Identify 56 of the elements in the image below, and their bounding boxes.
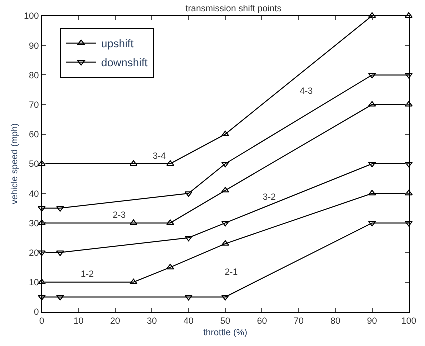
point — [56, 206, 64, 212]
point — [130, 220, 138, 226]
y-tick-label: 80 — [29, 70, 40, 80]
y-tick-label: 20 — [29, 248, 40, 258]
point — [38, 295, 46, 301]
point — [184, 295, 193, 301]
point — [130, 278, 138, 284]
y-tick-label: 70 — [29, 100, 40, 110]
annotation: 2-3 — [113, 210, 126, 220]
y-tick-label: 60 — [29, 130, 40, 140]
y-tick-label: 40 — [29, 188, 40, 199]
x-tick-label: 20 — [110, 316, 120, 326]
x-tick-label: 100 — [401, 316, 417, 326]
point — [184, 192, 193, 198]
annotation: 4-3 — [300, 86, 314, 96]
x-tick-label: 10 — [74, 316, 84, 326]
annotation: 3-4 — [153, 151, 166, 161]
point — [56, 250, 64, 256]
x-tick-label: 50 — [220, 316, 231, 326]
point — [222, 130, 230, 136]
annotation: 3-2 — [263, 192, 276, 202]
point — [166, 220, 174, 226]
legend-label: upshift — [101, 38, 134, 51]
point — [222, 240, 230, 246]
legend-label: downshift — [101, 58, 148, 70]
point — [56, 295, 64, 301]
point — [368, 101, 376, 107]
annotation: 2-1 — [225, 267, 238, 277]
y-axis-title: vehicle speed (mph) — [10, 123, 20, 205]
x-tick-label: 60 — [257, 316, 268, 326]
point — [405, 73, 413, 79]
point — [38, 206, 46, 212]
x-tick-label: 90 — [367, 316, 378, 326]
point — [166, 264, 174, 270]
point — [405, 190, 413, 196]
y-tick-label: 50 — [29, 159, 40, 170]
point — [368, 73, 376, 79]
point — [368, 221, 376, 227]
x-tick-label: 30 — [147, 316, 158, 326]
annotation: 1-2 — [81, 269, 94, 279]
y-tick-label: 30 — [29, 218, 40, 228]
point — [405, 101, 413, 107]
x-tick-label: 70 — [294, 316, 304, 326]
y-tick-label: 10 — [29, 278, 40, 288]
x-tick-label: 40 — [184, 316, 194, 326]
y-tick-label: 90 — [29, 40, 40, 51]
point — [222, 221, 230, 227]
x-axis-title: throttle (%) — [203, 328, 248, 338]
x-tick-label: 80 — [330, 316, 341, 326]
point — [222, 187, 230, 193]
point — [368, 190, 376, 196]
y-tick-label: 0 — [34, 307, 40, 318]
point — [405, 221, 413, 227]
y-tick-label: 100 — [24, 11, 40, 22]
point — [222, 295, 230, 301]
chart-title: transmission shift points — [186, 3, 282, 14]
